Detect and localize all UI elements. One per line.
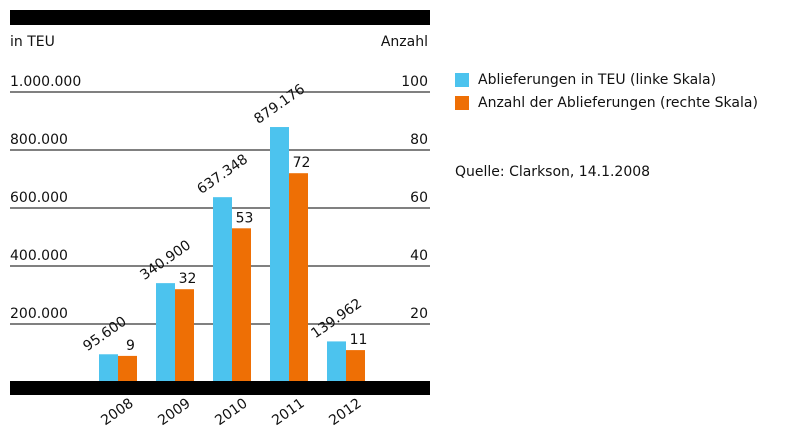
legend-swatch	[455, 73, 469, 87]
x-tick-label: 2008	[98, 395, 136, 429]
y2-axis-label: Anzahl	[381, 34, 428, 50]
y-tick-label: 800.000	[10, 132, 68, 148]
bar	[327, 341, 346, 382]
bar	[270, 127, 289, 382]
baseline-rule	[10, 381, 430, 395]
bar	[156, 283, 175, 382]
bar	[289, 173, 308, 382]
value-label: 72	[293, 155, 311, 171]
x-tick-label: 2009	[155, 395, 193, 429]
y-axis-label: in TEU	[10, 34, 55, 50]
legend-label: Ablieferungen in TEU (linke Skala)	[478, 72, 716, 88]
y2-tick-label: 80	[410, 132, 428, 148]
y-tick-label: 400.000	[10, 248, 68, 264]
legend-label: Anzahl der Ablieferungen (rechte Skala)	[478, 95, 758, 111]
x-tick-label: 2012	[326, 395, 364, 429]
y-tick-label: 600.000	[10, 190, 68, 206]
bar	[99, 354, 118, 382]
y2-tick-label: 60	[410, 190, 428, 206]
y2-tick-label: 20	[410, 306, 428, 322]
source-note: Quelle: Clarkson, 14.1.2008	[455, 164, 650, 180]
value-label: 95.600	[80, 314, 129, 355]
y2-tick-label: 100	[401, 74, 428, 90]
value-label: 53	[236, 210, 254, 226]
value-label: 32	[179, 271, 197, 287]
value-label: 879.176	[251, 81, 308, 127]
value-label: 9	[126, 338, 135, 354]
value-label: 11	[350, 332, 368, 348]
bar	[213, 197, 232, 382]
bar	[118, 355, 137, 382]
y-tick-label: 200.000	[10, 306, 68, 322]
bar	[232, 228, 251, 382]
bar	[346, 350, 365, 382]
x-tick-label: 2011	[269, 395, 307, 429]
y2-tick-label: 40	[410, 248, 428, 264]
legend-swatch	[455, 96, 469, 110]
top-rule	[10, 10, 430, 25]
x-tick-label: 2010	[212, 395, 250, 429]
y-tick-label: 1.000.000	[10, 74, 81, 90]
bar	[175, 289, 194, 382]
value-label: 637.348	[194, 151, 251, 197]
